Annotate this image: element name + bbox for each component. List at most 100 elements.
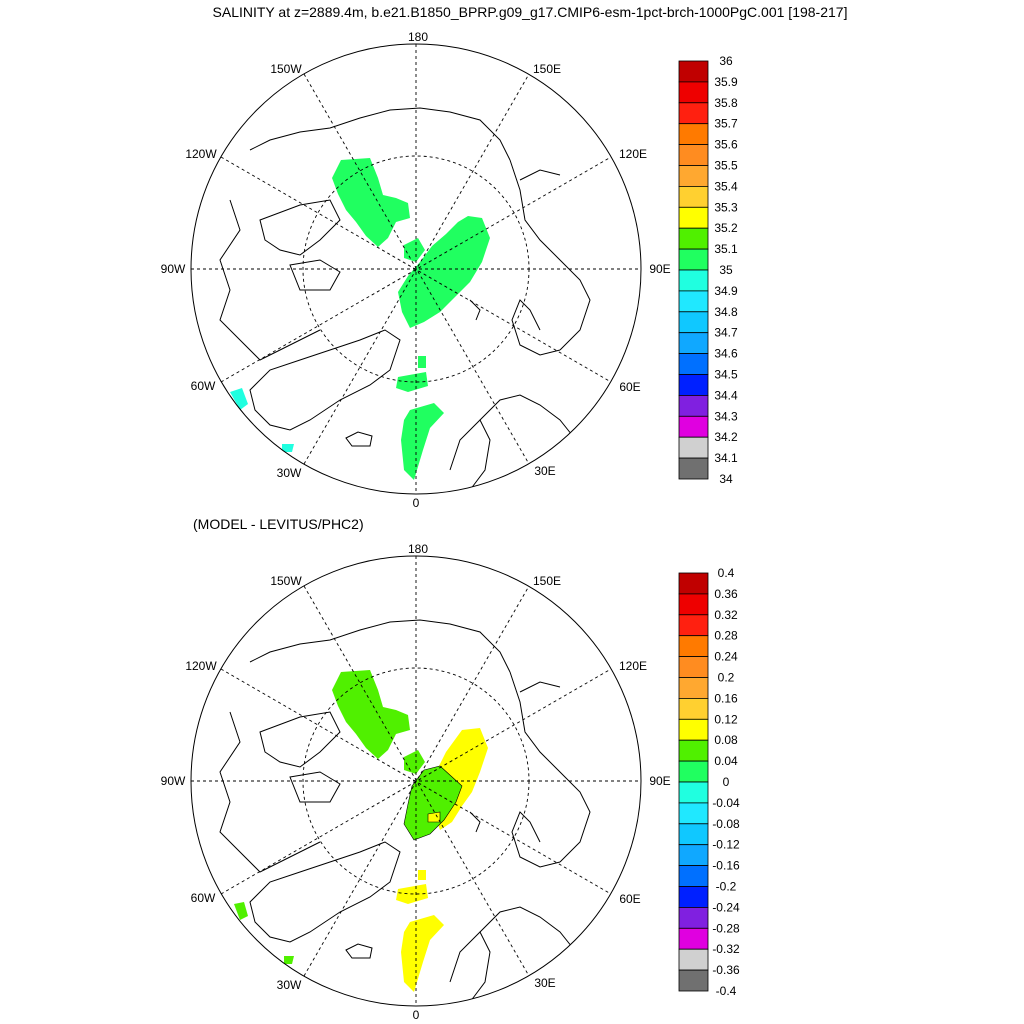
bottom-colorbar-swatch	[678, 656, 709, 678]
bottom-colorbar-label: 0.36	[714, 587, 738, 601]
top-colorbar-swatch	[678, 123, 709, 145]
bottom-lon-150w: 150W	[270, 574, 302, 588]
top-lon-90e: 90E	[649, 262, 670, 276]
top-colorbar-label: 35.2	[714, 221, 738, 235]
bottom-fill-canada-basin	[332, 670, 410, 759]
bottom-fill-eurasian-inner	[427, 811, 441, 823]
bottom-colorbar-swatch	[678, 698, 709, 720]
bottom-colorbar-label: -0.28	[712, 921, 740, 935]
top-colorbar-swatch	[678, 415, 709, 438]
bottom-colorbar-swatch	[678, 907, 709, 929]
top-lon-120e: 120E	[619, 147, 647, 161]
bottom-lon-90w: 90W	[161, 774, 186, 788]
bottom-lon-30e: 30E	[534, 976, 555, 990]
bottom-colorbar-swatch	[678, 844, 709, 867]
top-colorbar-label: 35	[719, 263, 733, 277]
top-colorbar-label: 34.9	[714, 284, 738, 298]
bottom-map-panel: 180 150E 120E 90E 60E 30E 0 30W 60W 90W …	[161, 542, 740, 1022]
bottom-fill-atlantic	[284, 956, 294, 964]
figure-title: SALINITY at z=2889.4m, b.e21.B1850_BPRP.…	[213, 4, 848, 20]
bottom-grid	[191, 556, 641, 1006]
top-colorbar-label: 34.2	[714, 430, 738, 444]
bottom-fill-norwegian	[401, 915, 444, 992]
bottom-fill-small-2	[418, 870, 426, 880]
bottom-colorbar-label: 0.12	[714, 712, 738, 726]
top-lon-30e: 30E	[534, 464, 555, 478]
top-colorbar-label: 34.8	[714, 305, 738, 319]
top-colorbar-swatch	[678, 206, 709, 229]
top-colorbar-label: 35.6	[714, 138, 738, 152]
bottom-colorbar-swatch	[678, 593, 709, 616]
bottom-colorbar-swatch	[678, 677, 709, 699]
bottom-colorbar-swatch	[678, 781, 709, 804]
top-colorbar-swatch	[678, 269, 709, 292]
bottom-colorbar-swatch	[678, 865, 709, 887]
top-colorbar-label: 35.7	[714, 117, 738, 131]
difference-subtitle: (MODEL - LEVITUS/PHC2)	[193, 516, 364, 532]
bottom-colorbar-label: -0.16	[712, 859, 740, 873]
bottom-lon-60e: 60E	[619, 892, 640, 906]
bottom-colorbar-label: -0.24	[712, 900, 740, 914]
bottom-colorbar-label: 0.16	[714, 691, 738, 705]
bottom-colorbar-label: -0.32	[712, 942, 740, 956]
top-colorbar-swatch	[678, 332, 709, 355]
bottom-colorbar-swatch	[678, 969, 709, 992]
top-lon-90w: 90W	[161, 262, 186, 276]
top-grid	[191, 44, 641, 494]
top-fill-small-2	[418, 356, 426, 368]
bottom-colorbar-label: -0.12	[712, 838, 740, 852]
bottom-colorbar-label: 0.08	[714, 733, 738, 747]
bottom-colorbar-swatch	[678, 886, 709, 908]
bottom-lon-90e: 90E	[649, 774, 670, 788]
bottom-lon-0: 0	[413, 1008, 420, 1022]
bottom-colorbar-swatch	[678, 823, 709, 846]
top-lon-60e: 60E	[619, 380, 640, 394]
top-colorbar-label: 35.3	[714, 200, 738, 214]
top-lon-150e: 150E	[533, 62, 561, 76]
bottom-colorbar-label: 0.24	[714, 650, 738, 664]
top-fill-labrador	[230, 388, 248, 410]
top-fill-eurasian-basin	[398, 216, 490, 328]
top-colorbar-label: 35.9	[714, 75, 738, 89]
bottom-colorbar-label: -0.36	[712, 963, 740, 977]
top-lon-120w: 120W	[185, 147, 217, 161]
bottom-colorbar-label: 0.2	[718, 671, 735, 685]
bottom-coastlines	[219, 619, 601, 1003]
bottom-colorbar-swatch	[678, 760, 709, 783]
bottom-map-boundary	[190, 555, 642, 1007]
top-colorbar-label: 35.8	[714, 96, 738, 110]
top-coastlines	[219, 107, 601, 491]
bottom-colorbar-label: -0.04	[712, 796, 740, 810]
bottom-colorbar-label: -0.4	[716, 984, 737, 998]
top-fill-small-1	[404, 238, 425, 262]
top-colorbar-swatch	[678, 248, 709, 271]
top-colorbar-swatch	[678, 60, 709, 83]
top-lon-60w: 60W	[191, 379, 216, 393]
top-colorbar-swatch	[678, 165, 709, 187]
bottom-colorbar-swatch	[678, 572, 709, 595]
bottom-colorbar-swatch	[678, 802, 709, 825]
bottom-lon-30w: 30W	[277, 978, 302, 992]
top-colorbar-swatch	[678, 81, 709, 104]
top-colorbar-label: 34.6	[714, 347, 738, 361]
top-fill-canada-basin	[332, 158, 410, 247]
bottom-colorbar-swatch	[678, 718, 709, 741]
bottom-lon-180: 180	[408, 542, 428, 556]
bottom-colorbar-label: 0.4	[718, 566, 735, 580]
bottom-colorbar-label: 0	[723, 775, 730, 789]
top-colorbar-swatch	[678, 227, 709, 250]
bottom-colorbar-swatch	[678, 739, 709, 762]
top-colorbar-swatch	[678, 353, 709, 375]
bottom-colorbar-label: -0.2	[716, 880, 737, 894]
top-fill-atlantic	[282, 444, 294, 452]
bottom-colorbar-label: 0.04	[714, 754, 738, 768]
bottom-colorbar-label: -0.08	[712, 817, 740, 831]
top-lon-150w: 150W	[270, 62, 302, 76]
top-colorbar-swatch	[678, 394, 709, 417]
bottom-colorbar-label: 0.28	[714, 629, 738, 643]
top-colorbar-label: 35.1	[714, 242, 738, 256]
top-colorbar-label: 35.4	[714, 179, 738, 193]
bottom-colorbar-swatch	[678, 948, 709, 971]
bottom-colorbar-swatch	[678, 614, 709, 637]
